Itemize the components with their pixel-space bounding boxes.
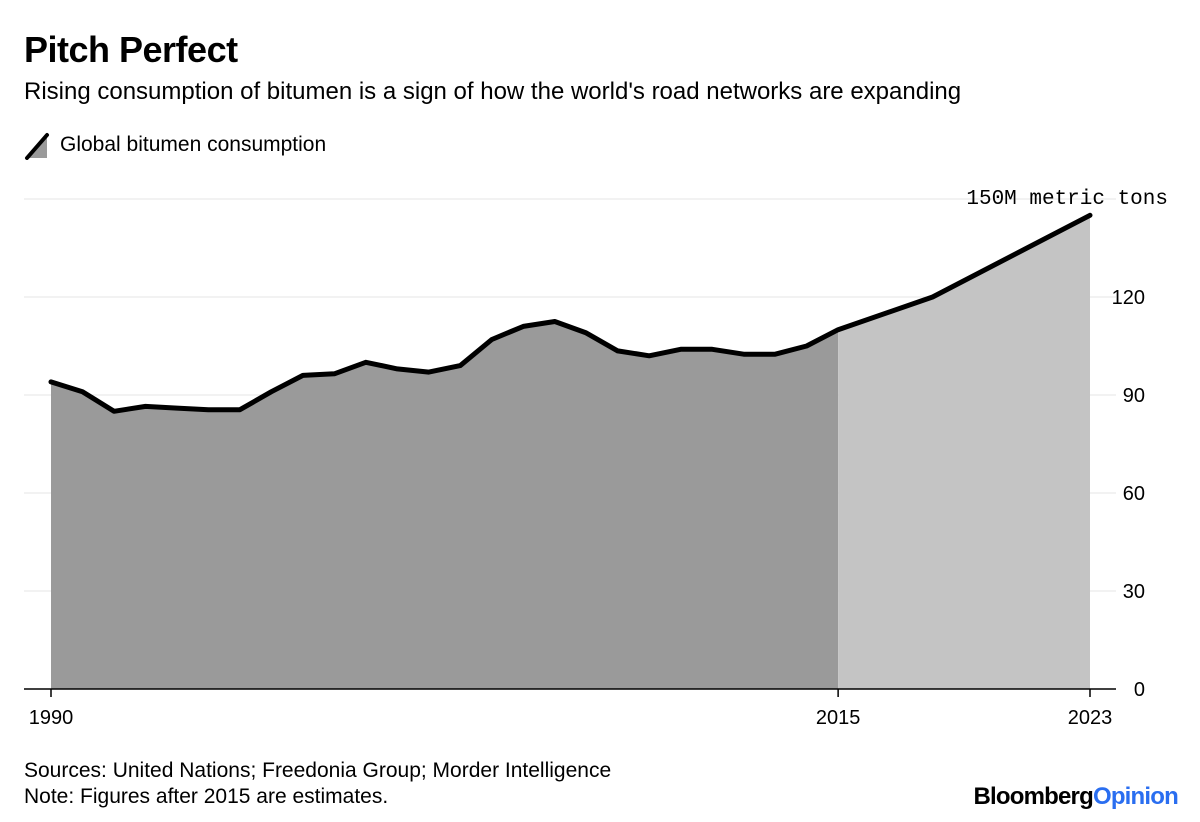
tick-labels: 1990 2015 2023 0 30 60 90 120 150M metric tons <box>29 188 1168 729</box>
historical-area <box>51 321 839 689</box>
sources-note: Sources: United Nations; Freedonia Group… <box>24 758 611 810</box>
brand-logo: BloombergOpinion <box>973 782 1178 812</box>
brand-secondary: Opinion <box>1092 783 1179 810</box>
x-tick-label: 2015 <box>816 707 861 729</box>
y-tick-label: 30 <box>1123 581 1145 603</box>
estimate-area <box>838 215 1090 690</box>
legend-label: Global bitumen consumption <box>60 133 327 156</box>
axes <box>24 688 1116 697</box>
sources-text: Sources: United Nations; Freedonia Group… <box>24 759 612 782</box>
series-line <box>48 212 1093 414</box>
y-tick-label: 60 <box>1123 483 1145 505</box>
x-tick-label: 2023 <box>1068 707 1113 729</box>
y-unit-label: 150M metric tons <box>966 188 1168 211</box>
note-text: Note: Figures after 2015 are estimates. <box>24 785 389 808</box>
x-tick-label: 1990 <box>29 707 74 729</box>
chart-title: Pitch Perfect <box>24 29 238 70</box>
series-line-layer <box>48 212 1093 414</box>
legend: Global bitumen consumption <box>24 130 326 160</box>
legend-swatch-icon <box>25 133 49 160</box>
area-fills <box>51 215 1090 690</box>
y-tick-label: 120 <box>1112 287 1145 309</box>
y-tick-label: 90 <box>1123 385 1145 407</box>
chart-subtitle: Rising consumption of bitumen is a sign … <box>24 78 962 105</box>
y-tick-label: 0 <box>1134 679 1145 701</box>
brand-primary: Bloomberg <box>973 783 1093 810</box>
